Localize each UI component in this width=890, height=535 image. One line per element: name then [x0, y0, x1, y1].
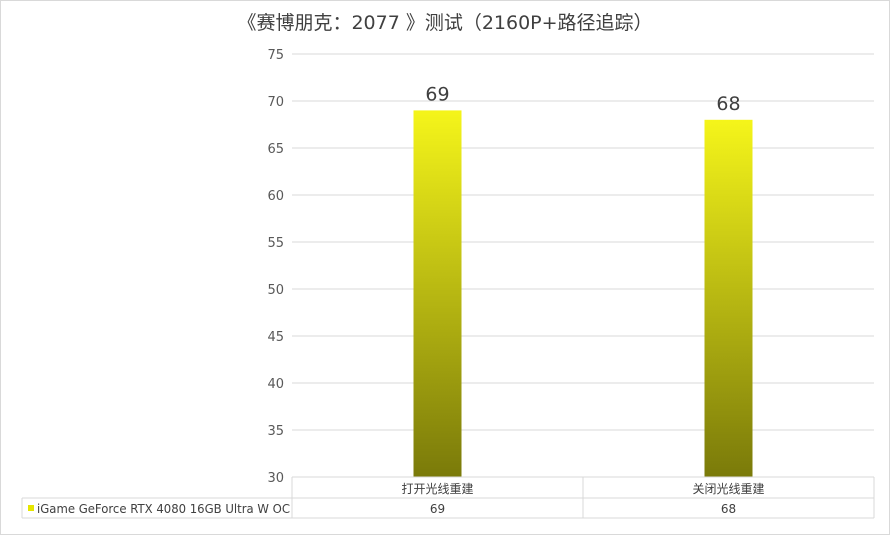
bars: [413, 110, 753, 478]
y-tick-label: 50: [267, 283, 284, 298]
chart-title: 《赛博朋克：2077 》测试（2160P+路径追踪）: [237, 12, 653, 34]
y-tick-label: 65: [267, 142, 284, 157]
y-tick-labels: 30 35 40 45 50 55 60 65 70 75: [267, 48, 284, 486]
bar: [413, 110, 462, 478]
y-tick-label: 70: [267, 95, 284, 110]
category-label: 关闭光线重建: [692, 482, 764, 496]
data-label: 69: [425, 83, 449, 105]
y-tick-label: 30: [267, 471, 284, 486]
legend-swatch: [28, 505, 34, 511]
table-value: 69: [430, 502, 445, 516]
y-tick-label: 75: [267, 48, 284, 63]
data-label: 68: [716, 93, 740, 115]
y-tick-label: 60: [267, 189, 284, 204]
legend-series-name: iGame GeForce RTX 4080 16GB Ultra W OC: [37, 502, 290, 516]
y-tick-label: 40: [267, 377, 284, 392]
bar: [704, 119, 753, 478]
gridlines: [292, 53, 874, 478]
table-value: 68: [721, 502, 736, 516]
y-tick-label: 35: [267, 424, 284, 439]
data-table: 打开光线重建 69 关闭光线重建 68 iGame GeForce RTX 4080 1…: [21, 476, 875, 519]
data-labels: 69 68: [425, 83, 740, 114]
category-label: 打开光线重建: [401, 482, 473, 496]
y-tick-label: 55: [267, 236, 284, 251]
y-tick-label: 45: [267, 330, 284, 345]
